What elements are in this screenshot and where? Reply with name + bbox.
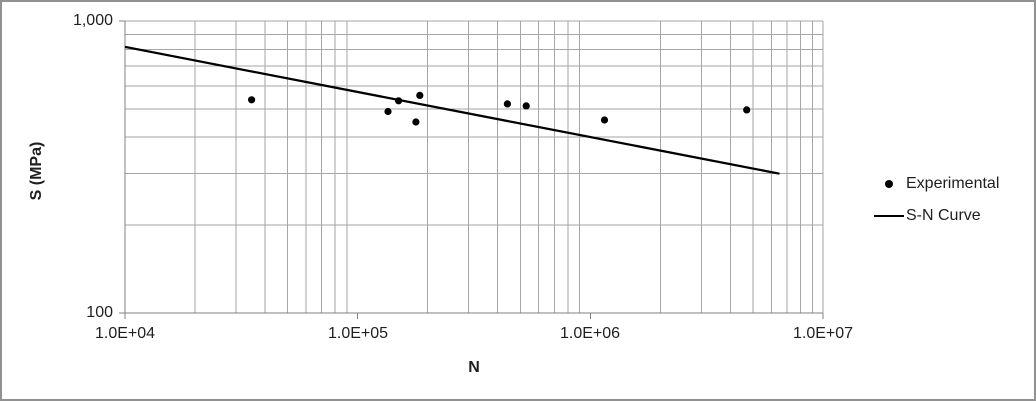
- y-axis-title: S (MPa): [28, 141, 45, 201]
- gridlines: [125, 20, 824, 313]
- experimental-point: [600, 116, 609, 124]
- experimental-point: [384, 107, 392, 116]
- legend-label-sn-curve: S-N Curve: [906, 207, 981, 224]
- experimental-point: [412, 118, 420, 126]
- experimental-point: [248, 96, 256, 104]
- axes: [119, 20, 824, 319]
- experimental-point: [743, 106, 751, 114]
- experimental-point: [503, 100, 511, 108]
- experimental-point: [416, 91, 424, 99]
- legend-item-experimental: Experimental: [874, 171, 999, 197]
- x-tick-label-1e4: 1.0E+04: [94, 325, 156, 342]
- scatter-marker-icon: [874, 180, 904, 188]
- x-tick-label-1e7: 1.0E+07: [792, 325, 854, 342]
- y-tick-label-1000: 1,000: [72, 12, 113, 29]
- x-axis-title: N: [468, 359, 480, 376]
- line-marker-icon: [874, 215, 904, 217]
- y-tick-label-100: 100: [86, 304, 113, 321]
- legend: Experimental S-N Curve: [874, 171, 999, 229]
- legend-item-sn-curve: S-N Curve: [874, 203, 999, 229]
- x-tick-label-1e6: 1.0E+06: [559, 325, 621, 342]
- x-tick-label-1e5: 1.0E+05: [327, 325, 389, 342]
- legend-label-experimental: Experimental: [906, 175, 1000, 192]
- sn-curve-line: [124, 45, 780, 175]
- experimental-point: [522, 102, 530, 110]
